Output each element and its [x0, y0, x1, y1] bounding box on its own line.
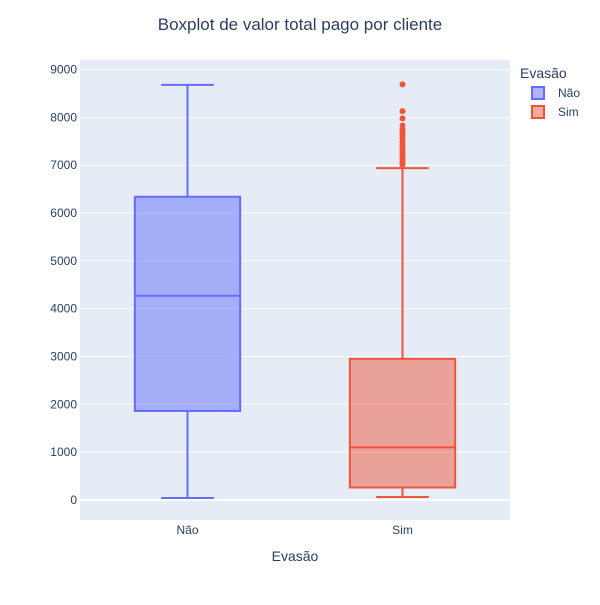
legend-item-no[interactable]: Não [531, 86, 580, 100]
x-axis-label: Evasão [272, 548, 319, 564]
y-tick-label: 3000 [50, 349, 77, 363]
x-tick-label: Sim [392, 523, 413, 537]
iqr-box [348, 357, 457, 489]
legend-label: Não [558, 86, 580, 100]
outlier-point [399, 122, 406, 129]
outlier-point [399, 108, 406, 115]
box-sim [348, 81, 457, 499]
outlier-point [399, 161, 406, 168]
y-axis: 0 1000 2000 3000 4000 5000 6000 7000 8000 9000 [50, 63, 77, 507]
y-tick-label: 7000 [50, 158, 77, 172]
x-axis: Não Sim [176, 523, 412, 537]
x-tick-label: Não [176, 523, 198, 537]
legend-title: Evasão [520, 65, 567, 81]
y-tick-label: 9000 [50, 63, 77, 77]
legend-item-sim[interactable]: Sim [531, 105, 579, 119]
chart-title: Boxplot de valor total pago por cliente [158, 15, 442, 34]
iqr-box [133, 195, 242, 412]
box-series [133, 81, 457, 500]
y-tick-label: 1000 [50, 445, 77, 459]
y-tick-label: 4000 [50, 302, 77, 316]
y-tick-label: 0 [70, 493, 77, 507]
outlier-point [399, 115, 406, 122]
legend-swatch [531, 105, 545, 119]
legend[interactable]: Evasão Não Sim [520, 65, 580, 119]
box-no [133, 83, 242, 500]
legend-label: Sim [558, 105, 579, 119]
y-tick-label: 2000 [50, 397, 77, 411]
y-tick-label: 6000 [50, 206, 77, 220]
y-tick-label: 5000 [50, 254, 77, 268]
legend-swatch [531, 86, 545, 100]
outlier-point [399, 81, 406, 88]
y-tick-label: 8000 [50, 110, 77, 124]
